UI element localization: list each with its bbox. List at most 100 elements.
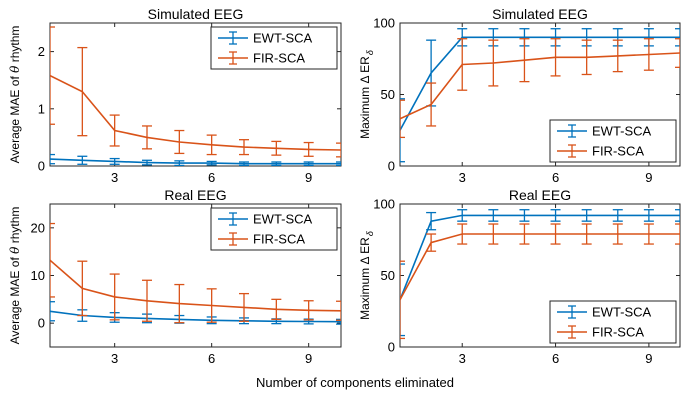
chart-title: Simulated EEG: [492, 6, 588, 22]
chart-panel-2: 3 6 9 0 50 100 Simulated EEG Maximum Δ ERδ EWT-S…: [358, 6, 681, 185]
legend-label: EWT-SCA: [592, 124, 652, 139]
x-tick-label: 6: [552, 170, 559, 185]
error-bar: [457, 38, 468, 91]
error-bar: [675, 38, 680, 68]
series-line-ewt-sca: [400, 214, 680, 301]
error-bar: [550, 38, 561, 77]
error-bar: [109, 114, 120, 147]
error-bar: [303, 300, 314, 321]
legend-label: FIR-SCA: [253, 51, 305, 66]
error-bar: [612, 39, 623, 73]
error-bar: [50, 26, 55, 125]
y-tick-label: 1: [38, 101, 45, 116]
error-bar: [581, 209, 592, 222]
error-bar: [77, 155, 88, 165]
error-bar: [550, 223, 561, 245]
error-bar: [142, 125, 152, 150]
y-axis-label: Average MAE of θ rhythm: [8, 207, 22, 345]
error-bar: [336, 318, 341, 325]
error-bar: [239, 161, 249, 166]
series-line-ewt-sca: [50, 310, 341, 323]
y-tick-label: 0: [388, 340, 395, 355]
x-tick-label: 3: [111, 351, 118, 366]
x-tick-label: 9: [305, 170, 312, 185]
legend-item-ewt-sca: EWT-SCA: [557, 305, 652, 320]
y-axis-label: Maximum Δ ERδ: [358, 49, 375, 139]
error-bar: [581, 223, 592, 245]
y-tick-label: 100: [373, 197, 395, 212]
error-bar: [426, 82, 437, 127]
chart-title: Simulated EEG: [148, 6, 244, 22]
error-bar: [50, 153, 55, 165]
error-bar: [488, 209, 499, 222]
error-bar: [206, 160, 217, 166]
legend-item-ewt-sca: EWT-SCA: [557, 124, 652, 139]
error-bar: [675, 28, 680, 47]
legend-box: [549, 300, 677, 344]
y-axis-label: Average MAE of θ rhythm: [8, 26, 22, 164]
error-bar: [271, 298, 282, 321]
error-bar: [400, 98, 405, 163]
series-line-fir-sca: [400, 233, 680, 301]
error-bar: [174, 129, 185, 155]
error-bar: [457, 223, 468, 245]
error-bar: [400, 263, 405, 337]
error-bar: [239, 292, 249, 322]
error-bar: [400, 260, 405, 340]
error-bar: [550, 209, 561, 222]
legend-box: [210, 207, 338, 251]
x-tick-label: 3: [111, 170, 118, 185]
legend-item-ewt-sca: EWT-SCA: [218, 212, 313, 227]
error-bar: [457, 209, 468, 222]
error-bar: [519, 38, 530, 83]
legend-label: EWT-SCA: [592, 305, 652, 320]
legend-item-fir-sca: FIR-SCA: [557, 325, 644, 340]
y-tick-label: 0: [388, 159, 395, 174]
error-bar: [612, 223, 623, 245]
error-bar: [142, 279, 152, 322]
legend-item-ewt-sca: EWT-SCA: [218, 31, 313, 46]
plot-area: [400, 28, 680, 163]
x-tick-label: 9: [645, 351, 652, 366]
legend-label: FIR-SCA: [592, 144, 644, 159]
error-bar: [206, 134, 217, 156]
error-bar: [643, 209, 654, 222]
plot-area: [400, 209, 680, 340]
error-bar: [50, 301, 55, 322]
x-tick-label: 3: [459, 351, 466, 366]
legend: EWT-SCA FIR-SCA: [549, 119, 677, 163]
series-line-fir-sca: [50, 74, 341, 151]
chart-panel-1: 3 6 9 0 1 2 Simulated EEG Average MAE of θ rhyt…: [8, 6, 342, 185]
plot-area: [50, 26, 341, 166]
error-bar: [336, 142, 341, 158]
error-bar: [612, 209, 623, 222]
plot-area: [50, 222, 341, 325]
legend-item-fir-sca: FIR-SCA: [218, 51, 305, 66]
series-line-fir-sca: [50, 259, 341, 312]
error-bar: [109, 157, 120, 165]
legend-box: [549, 119, 677, 163]
error-bar: [142, 159, 152, 166]
x-tick-label: 9: [645, 170, 652, 185]
error-bar: [239, 139, 249, 156]
series-line-fir-sca: [400, 52, 680, 120]
legend-box: [210, 26, 338, 70]
error-bar: [336, 161, 341, 166]
error-bar: [271, 140, 282, 156]
error-bar: [77, 260, 88, 317]
error-bar: [488, 223, 499, 245]
legend: EWT-SCA FIR-SCA: [210, 207, 338, 251]
error-bar: [519, 223, 530, 245]
error-bar: [488, 39, 499, 87]
error-bar: [643, 223, 654, 245]
chart-title: Real EEG: [509, 187, 571, 203]
y-axis-label: Maximum Δ ERδ: [358, 230, 375, 320]
error-bar: [271, 161, 282, 166]
y-tick-label: 0: [38, 316, 45, 331]
y-tick-label: 10: [31, 268, 45, 283]
shared-x-axis-label: Number of components eliminated: [256, 375, 454, 390]
error-bar: [581, 39, 592, 76]
error-bar: [174, 283, 185, 324]
error-bar: [426, 233, 437, 252]
